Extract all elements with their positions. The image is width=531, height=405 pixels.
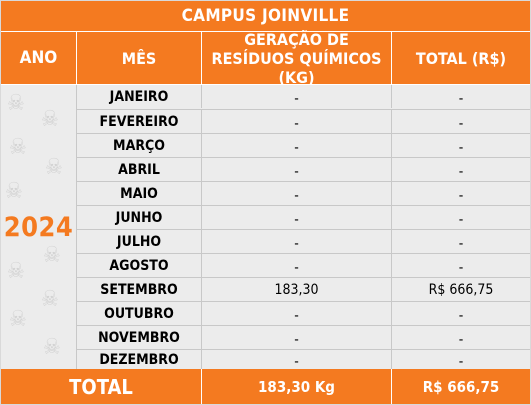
skull-crossbones-icon: ☠ [41,287,59,312]
year-value: 2024 [3,211,74,243]
table-row: ABRIL - - [77,157,530,181]
generation-cell: - [202,110,392,133]
generation-cell: 183,30 [202,278,392,301]
header-row: ANO MÊS GERAÇÃO DE RESÍDUOS QUÍMICOS (KG… [1,29,530,87]
month-cell: SETEMBRO [77,278,202,301]
skull-crossbones-icon: ☠ [7,259,25,284]
header-total: TOTAL (R$) [415,48,507,68]
skull-crossbones-icon: ☠ [41,107,59,132]
skull-crossbones-icon: ☠ [9,135,27,160]
month-cell: DEZEMBRO [77,350,202,370]
total-cell: - [458,163,464,180]
table-title: CAMPUS JOINVILLE [1,1,530,32]
header-geracao: GERAÇÃO DE RESÍDUOS QUÍMICOS (KG) [202,29,392,87]
month-cell: JUNHO [77,206,202,229]
month-cell: ABRIL [77,158,202,181]
total-amount: R$ 666,75 [422,377,500,396]
month-cell: MAIO [77,182,202,205]
table-row: MAIO - - [77,181,530,205]
table-row: JULHO - - [77,229,530,253]
table-row: FEVEREIRO - - [77,109,530,133]
table-row: DEZEMBRO - - [77,349,530,370]
generation-cell: - [202,134,392,157]
total-cell: - [458,259,464,276]
month-cell: JULHO [77,230,202,253]
total-generation: 183,30 Kg [202,369,392,404]
month-cell: NOVEMBRO [77,326,202,349]
total-cell: - [458,90,464,107]
skull-crossbones-icon: ☠ [9,307,27,332]
table-row: AGOSTO - - [77,253,530,277]
header-ano: ANO [1,32,77,84]
total-cell: - [458,354,464,370]
skull-crossbones-icon: ☠ [43,335,61,360]
total-cell: R$ 666,75 [428,281,494,298]
total-cell: - [458,307,464,324]
table-row: JANEIRO - - [77,85,530,109]
skull-crossbones-icon: ☠ [7,91,25,116]
month-cell: AGOSTO [77,254,202,277]
generation-cell: - [202,206,392,229]
table-row: OUTUBRO - - [77,301,530,325]
month-cell: FEVEREIRO [77,110,202,133]
generation-cell: - [202,85,392,108]
table-row: SETEMBRO 183,30 R$ 666,75 [77,277,530,301]
header-geracao-line2: RESÍDUOS QUÍMICOS (KG) [211,48,382,87]
year-cell: ☠ ☠ ☠ ☠ ☠ ☠ ☠ ☠ ☠ ☠ 2024 [1,85,77,369]
total-cell: - [458,211,464,228]
table-row: NOVEMBRO - - [77,325,530,349]
total-cell: - [458,139,464,156]
generation-cell: - [202,302,392,325]
month-cell: MARÇO [77,134,202,157]
generation-cell: - [202,254,392,277]
skull-crossbones-icon: ☠ [45,155,63,180]
generation-cell: - [202,326,392,349]
skull-crossbones-icon: ☠ [5,179,23,204]
skull-crossbones-icon: ☠ [43,243,61,268]
total-cell: - [458,187,464,204]
total-cell: - [458,331,464,348]
total-cell: - [458,115,464,132]
generation-cell: - [202,158,392,181]
generation-cell: - [202,230,392,253]
generation-cell: - [202,182,392,205]
month-cell: JANEIRO [77,85,202,108]
header-geracao-line1: GERAÇÃO DE [244,29,349,49]
total-label: TOTAL [1,369,202,404]
table-body: ☠ ☠ ☠ ☠ ☠ ☠ ☠ ☠ ☠ ☠ 2024 JANEIRO - - FEV… [1,85,530,370]
total-cell: - [458,235,464,252]
month-cell: OUTUBRO [77,302,202,325]
total-row: TOTAL 183,30 Kg R$ 666,75 [1,369,530,404]
table-row: MARÇO - - [77,133,530,157]
header-mes: MÊS [77,32,202,84]
table-row: JUNHO - - [77,205,530,229]
generation-cell: - [202,350,392,370]
